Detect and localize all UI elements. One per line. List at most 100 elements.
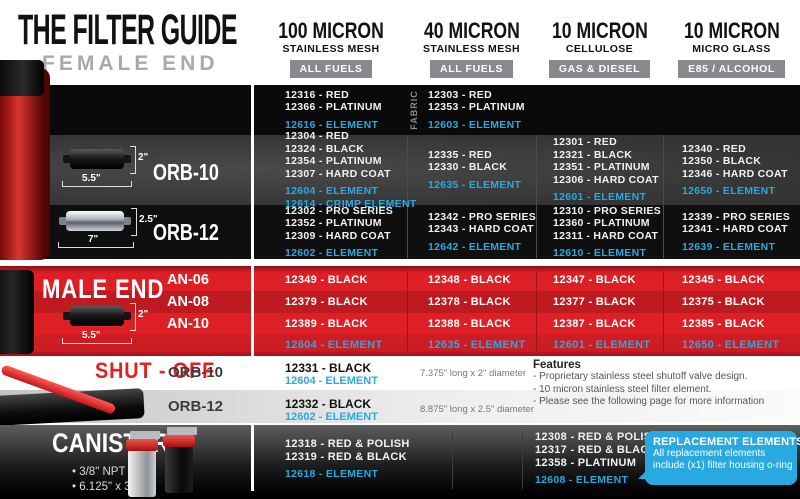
male-end-title: MALE END (42, 274, 165, 304)
micron-label: 10 MICRON (551, 18, 648, 43)
dimension-diameter: 2.5" (139, 214, 158, 225)
part-number: 12379 - BLACK (285, 296, 368, 308)
part-number: 12349 - BLACK (285, 274, 368, 286)
dimension-line (62, 338, 132, 344)
page-title: THE FILTER GUIDE (18, 6, 237, 54)
part-number: 12340 - RED (682, 142, 746, 155)
part-number: 12387 - BLACK (553, 318, 636, 330)
part-number: 12341 - HARD COAT (682, 223, 788, 236)
column-divider (407, 85, 408, 259)
row-label-orb12: ORB-12 (168, 398, 224, 415)
part-number: 12358 - PLATINUM (535, 457, 637, 470)
product-photo-filter-cap (0, 60, 44, 96)
column-divider (536, 271, 537, 351)
element-number: 12650 - ELEMENT (682, 185, 776, 197)
part-number: 12385 - BLACK (682, 318, 765, 330)
column-divider (452, 431, 453, 489)
part-cell: 12340 - RED 12350 - BLACK 12346 - HARD COA… (663, 135, 800, 205)
part-number: 12354 - PLATINUM (285, 155, 382, 167)
part-number: 12353 - PLATINUM (428, 101, 525, 114)
canister-image-black (163, 427, 197, 493)
column-divider (663, 85, 664, 259)
element-number: 12610 - ELEMENT (553, 247, 647, 259)
part-number: 12378 - BLACK (428, 296, 511, 308)
part-cell: 12318 - RED & POLISH 12319 - RED & BLACK … (285, 425, 410, 493)
row-stripe (0, 335, 800, 356)
element-number: 12602 - ELEMENT (285, 411, 378, 423)
element-number: 12601 - ELEMENT (553, 191, 647, 204)
table-row-orb12 (0, 205, 800, 259)
row-label-an06: AN-06 (167, 272, 209, 288)
part-number: 12309 - HARD COAT (285, 229, 391, 242)
part-number: 12347 - BLACK (553, 274, 636, 286)
dimension-bracket (130, 303, 136, 331)
canister-cap (163, 435, 195, 447)
product-photo-an-fitting (0, 270, 34, 354)
part-number: 12331 - BLACK (285, 361, 372, 375)
media-label: CELLULOSE (565, 43, 634, 55)
shut-off-title: SHUT - OFF (95, 358, 216, 383)
part-number: 12350 - BLACK (682, 155, 762, 167)
part-number: 12332 - BLACK (285, 397, 372, 411)
row-label-orb10: ORB-10 (153, 159, 219, 185)
element-number: 12603 - ELEMENT (428, 118, 522, 131)
element-number: 12616 - ELEMENT (285, 118, 379, 131)
part-number: 12307 - HARD COAT (285, 167, 391, 180)
part-number: 12301 - RED (553, 136, 617, 149)
part-cell: 12316 - RED 12366 - PLATINUM 12616 - ELEM… (255, 85, 407, 135)
column-divider (522, 431, 523, 489)
column-header-10-micron-micro-glass: 10 MICRON MICRO GLASS E85 / ALCOHOL (663, 20, 800, 78)
feature-item: - Please see the following page for more… (533, 396, 765, 407)
canister-section: CANISTER • 3/8" NPT ports. • 6.125" x 3.7… (0, 425, 800, 499)
part-number: 12343 - HARD COAT (428, 223, 534, 236)
features-title: Features (533, 359, 581, 371)
feature-item: - Proprietary stainless steel shutoff va… (533, 371, 748, 382)
column-header-100-micron: 100 MICRON STAINLESS MESH ALL FUELS (255, 20, 407, 78)
features-block: Features - Proprietary stainless steel s… (533, 359, 793, 409)
part-number: 12311 - HARD COAT (553, 229, 659, 242)
media-label: MICRO GLASS (692, 43, 771, 55)
part-number: 12303 - RED (428, 88, 492, 101)
part-number: 12366 - PLATINUM (285, 101, 382, 114)
column-header-10-micron-cellulose: 10 MICRON CELLULOSE GAS & DIESEL (536, 20, 663, 78)
column-divider (407, 271, 408, 351)
micron-label: 100 MICRON (278, 18, 384, 43)
part-number: 12306 - HARD COAT (553, 173, 659, 186)
part-cell: 12335 - RED 12330 - BLACK 12635 - ELEMENT (407, 135, 536, 205)
section-divider (251, 85, 254, 259)
element-number: 12642 - ELEMENT (428, 240, 522, 253)
element-number: 12639 - ELEMENT (682, 240, 776, 253)
element-number: 12604 - ELEMENT (285, 375, 378, 387)
dimension-bracket (131, 208, 137, 236)
part-number: 12335 - RED (428, 148, 492, 161)
canister-cap (126, 439, 158, 451)
row-label-an08: AN-08 (167, 294, 209, 310)
female-end-label: FEMALE END (42, 52, 219, 75)
header: THE FILTER GUIDE FEMALE END 100 MICRON S… (0, 0, 800, 85)
element-number: 12618 - ELEMENT (285, 467, 379, 480)
part-number: 12375 - BLACK (682, 296, 765, 308)
replacement-elements-callout: REPLACEMENT ELEMENTS All replacement ele… (638, 431, 800, 485)
media-label: STAINLESS MESH (423, 43, 520, 55)
inline-filter-image-black (63, 149, 131, 169)
element-number: 12635 - ELEMENT (428, 339, 526, 351)
dimension-diameter: 2" (138, 152, 149, 163)
fuel-badge: ALL FUELS (430, 60, 513, 78)
dimension-length: 5.5" (82, 173, 101, 184)
media-label: STAINLESS MESH (282, 43, 380, 55)
replacement-elements-title: REPLACEMENT ELEMENTS (653, 436, 800, 448)
male-end-section: MALE END AN-06 AN-08 AN-10 2" 5.5" 12349… (0, 266, 800, 356)
size-note: 8.875" long x 2.5" diameter (420, 404, 534, 415)
element-number: 12601 - ELEMENT (553, 339, 651, 351)
canister-image-polish (126, 431, 160, 497)
part-number: 12352 - PLATINUM (285, 217, 382, 229)
part-number: 12319 - RED & BLACK (285, 450, 407, 463)
dimension-diameter: 2" (138, 309, 149, 320)
micron-label: 40 MICRON (423, 18, 520, 43)
dimension-line (62, 181, 132, 187)
part-number: 12308 - RED & POLISH (535, 431, 660, 444)
part-number: 12304 - RED (285, 130, 349, 142)
part-cell: 12339 - PRO SERIES 12341 - HARD COAT 1263… (663, 205, 800, 259)
part-cell: 12310 - PRO SERIES 12360 - PLATINUM 12311 … (536, 205, 663, 260)
shut-off-section: SHUT - OFF ORB-10 ORB-12 12331 - BLACK 1… (0, 356, 800, 425)
